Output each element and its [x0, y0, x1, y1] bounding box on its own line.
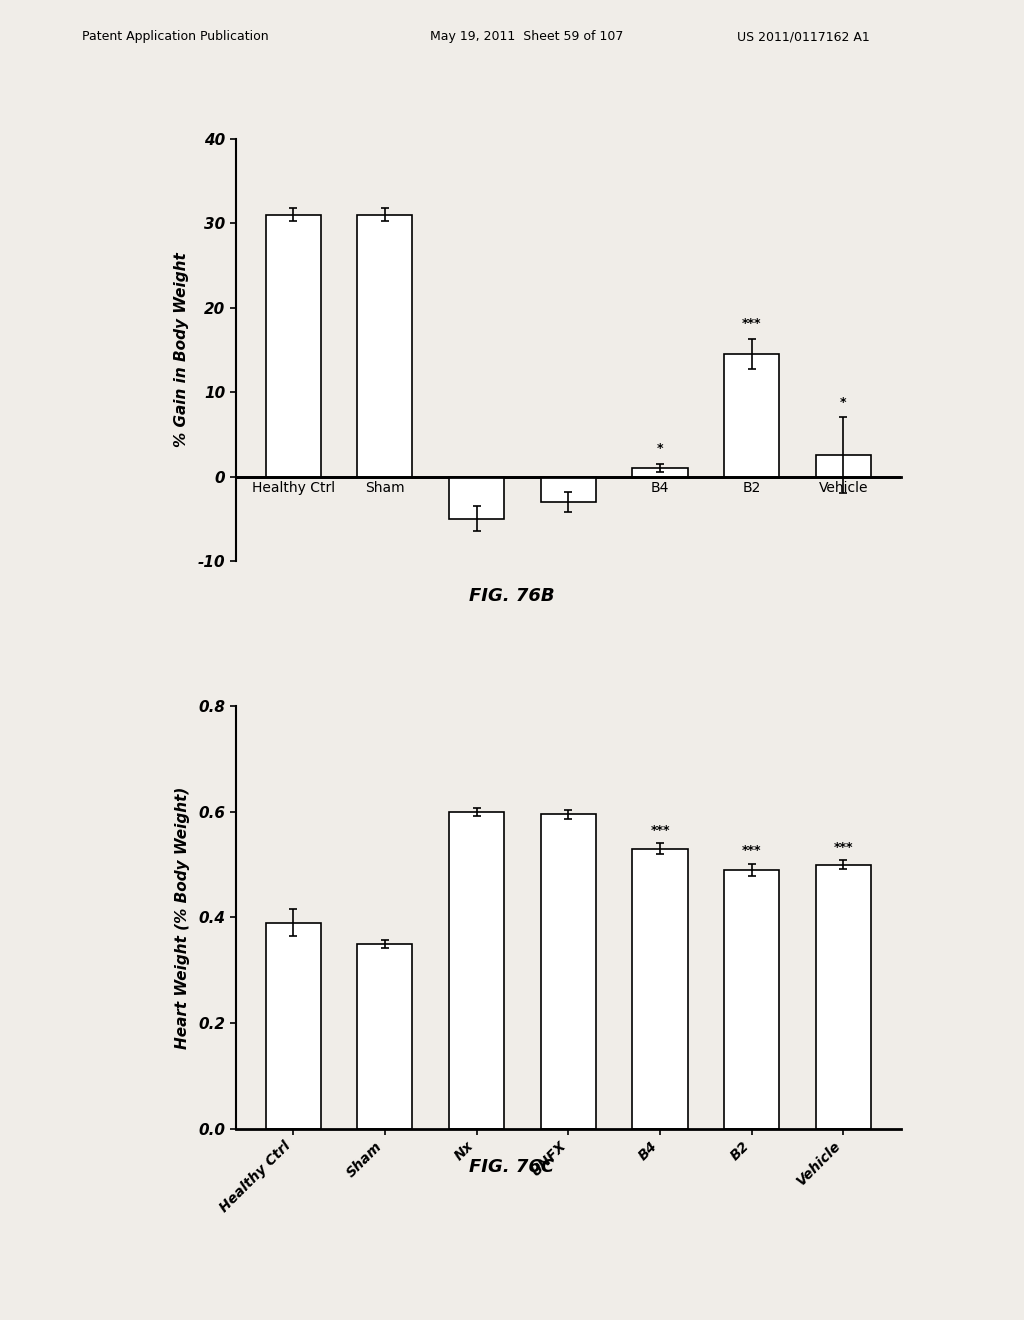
- Text: US 2011/0117162 A1: US 2011/0117162 A1: [737, 30, 870, 44]
- Bar: [724, 354, 779, 477]
- Bar: [633, 469, 687, 477]
- Text: ***: ***: [742, 845, 762, 857]
- Text: ***: ***: [742, 317, 762, 330]
- Y-axis label: Heart Weight (% Body Weight): Heart Weight (% Body Weight): [175, 787, 189, 1048]
- Bar: [357, 215, 413, 477]
- Bar: [450, 812, 504, 1129]
- Text: May 19, 2011  Sheet 59 of 107: May 19, 2011 Sheet 59 of 107: [430, 30, 624, 44]
- Text: ***: ***: [834, 841, 853, 854]
- Bar: [541, 814, 596, 1129]
- Bar: [633, 849, 687, 1129]
- Bar: [266, 923, 321, 1129]
- Text: FIG. 76B: FIG. 76B: [469, 587, 555, 606]
- Text: FIG. 76C: FIG. 76C: [469, 1158, 555, 1176]
- Bar: [816, 455, 870, 477]
- Text: Patent Application Publication: Patent Application Publication: [82, 30, 268, 44]
- Text: *: *: [656, 442, 664, 455]
- Bar: [541, 477, 596, 502]
- Bar: [357, 944, 413, 1129]
- Y-axis label: % Gain in Body Weight: % Gain in Body Weight: [174, 252, 189, 447]
- Bar: [724, 870, 779, 1129]
- Text: *: *: [840, 396, 847, 409]
- Text: ***: ***: [650, 824, 670, 837]
- Bar: [450, 477, 504, 519]
- Bar: [266, 215, 321, 477]
- Bar: [816, 865, 870, 1129]
